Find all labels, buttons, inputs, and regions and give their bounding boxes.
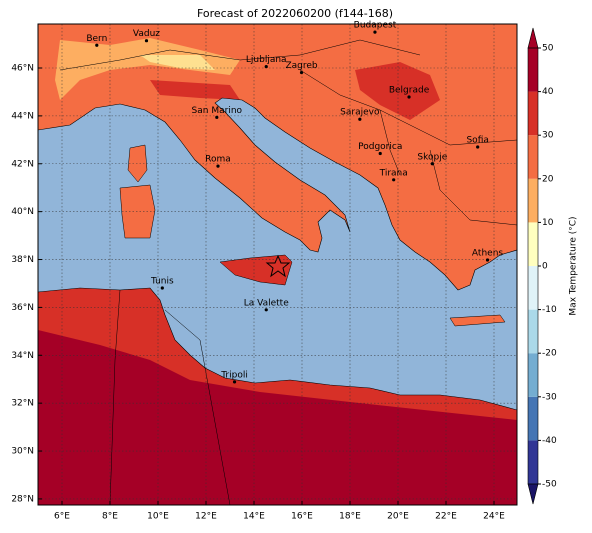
city-label: San Marino — [192, 106, 243, 116]
lat-tick-label: 38°N — [11, 255, 34, 265]
colorbar-band — [528, 353, 538, 397]
colorbar-tick-label: -50 — [542, 480, 557, 490]
colorbar-tick-label: 50 — [542, 44, 554, 54]
lon-tick-label: 18°E — [339, 512, 361, 522]
city-marker — [373, 30, 377, 34]
city-marker — [160, 286, 164, 290]
city-label: Roma — [205, 155, 231, 165]
city-marker — [430, 162, 434, 166]
city-label: Zagreb — [285, 61, 317, 71]
city-marker — [378, 151, 382, 156]
colorbar-tick-label: 20 — [542, 174, 554, 184]
city-marker — [485, 258, 490, 262]
city-marker — [264, 64, 268, 69]
colorbar-band — [528, 440, 538, 484]
city-label: Athens — [472, 248, 503, 258]
city-marker — [232, 380, 237, 384]
lat-tick-label: 30°N — [11, 447, 34, 457]
city-label: Sofia — [466, 136, 488, 146]
city-label: Vaduz — [133, 29, 160, 39]
city-label: Podgorica — [358, 142, 402, 152]
city-label: Tirana — [379, 168, 408, 178]
city-marker — [476, 145, 480, 149]
colorbar-band — [528, 91, 538, 136]
colorbar-label: Max Temperature (°C) — [569, 216, 579, 315]
city-label: Budapest — [354, 21, 397, 31]
city-label: Skopje — [417, 152, 447, 162]
colorbar-under — [527, 483, 539, 505]
city-marker — [216, 164, 220, 168]
colorbar-band — [528, 178, 538, 223]
colorbar-tick-label: 40 — [542, 87, 554, 97]
lon-tick-label: 6°E — [54, 512, 70, 522]
colorbar-over — [527, 27, 539, 49]
lon-tick-label: 16°E — [291, 512, 313, 522]
city-marker — [264, 308, 268, 312]
lat-tick-label: 40°N — [11, 207, 34, 217]
colorbar-tick-label: -10 — [542, 305, 557, 315]
colorbar-tick-label: -20 — [542, 349, 557, 359]
lat-tick-label: 42°N — [11, 159, 34, 169]
colorbar-band — [528, 309, 538, 354]
city-label: Belgrade — [389, 85, 430, 95]
city-label: La Valette — [244, 298, 289, 308]
alps-peak — [140, 55, 215, 70]
colorbar-band — [528, 396, 538, 441]
lat-tick-label: 32°N — [11, 399, 34, 409]
colorbar-tick-label: -30 — [542, 392, 557, 402]
city-marker — [392, 178, 396, 182]
lon-tick-label: 8°E — [102, 512, 118, 522]
lat-tick-label: 46°N — [11, 64, 34, 74]
africa-very-hot — [38, 330, 517, 505]
city-marker — [215, 115, 219, 119]
city-marker — [144, 39, 149, 43]
colorbar-tick-label: 30 — [542, 131, 554, 141]
colorbar-band — [528, 222, 538, 266]
lon-tick-label: 24°E — [483, 512, 505, 522]
event-star — [265, 254, 291, 278]
map-frame — [37, 23, 518, 506]
lat-tick-label: 44°N — [11, 111, 34, 121]
crete — [449, 314, 506, 327]
lon-tick-label: 10°E — [147, 512, 169, 522]
title: Forecast of 2022060200 (f144-168) — [197, 7, 393, 20]
colorbar-tick-label: 0 — [542, 262, 548, 272]
colorbar-band — [528, 135, 538, 179]
city-marker — [299, 70, 304, 75]
colorbar-band — [528, 48, 538, 92]
city-label: Ljubljana — [246, 55, 287, 65]
hot-area — [150, 80, 240, 100]
city-label: Tunis — [150, 277, 174, 287]
lat-tick-label: 36°N — [11, 303, 34, 313]
city-marker — [358, 117, 362, 121]
hot-area — [355, 62, 440, 120]
colorbar-band — [528, 266, 538, 310]
grid — [38, 24, 517, 505]
city-label: Tripoli — [220, 370, 248, 380]
city-label: Sarajevo — [340, 108, 380, 118]
lon-tick-label: 20°E — [387, 512, 409, 522]
lat-tick-label: 34°N — [11, 351, 34, 361]
colorbar-tick-label: 10 — [542, 218, 554, 228]
lon-tick-label: 14°E — [243, 512, 265, 522]
city-marker — [95, 43, 99, 47]
borders — [59, 39, 517, 505]
city-label: Bern — [86, 34, 107, 44]
map — [38, 24, 517, 505]
lon-tick-label: 22°E — [435, 512, 457, 522]
lon-tick-label: 12°E — [195, 512, 217, 522]
city-marker — [407, 95, 411, 99]
colorbar-tick-label: -40 — [542, 436, 557, 446]
lat-tick-label: 28°N — [11, 494, 34, 504]
